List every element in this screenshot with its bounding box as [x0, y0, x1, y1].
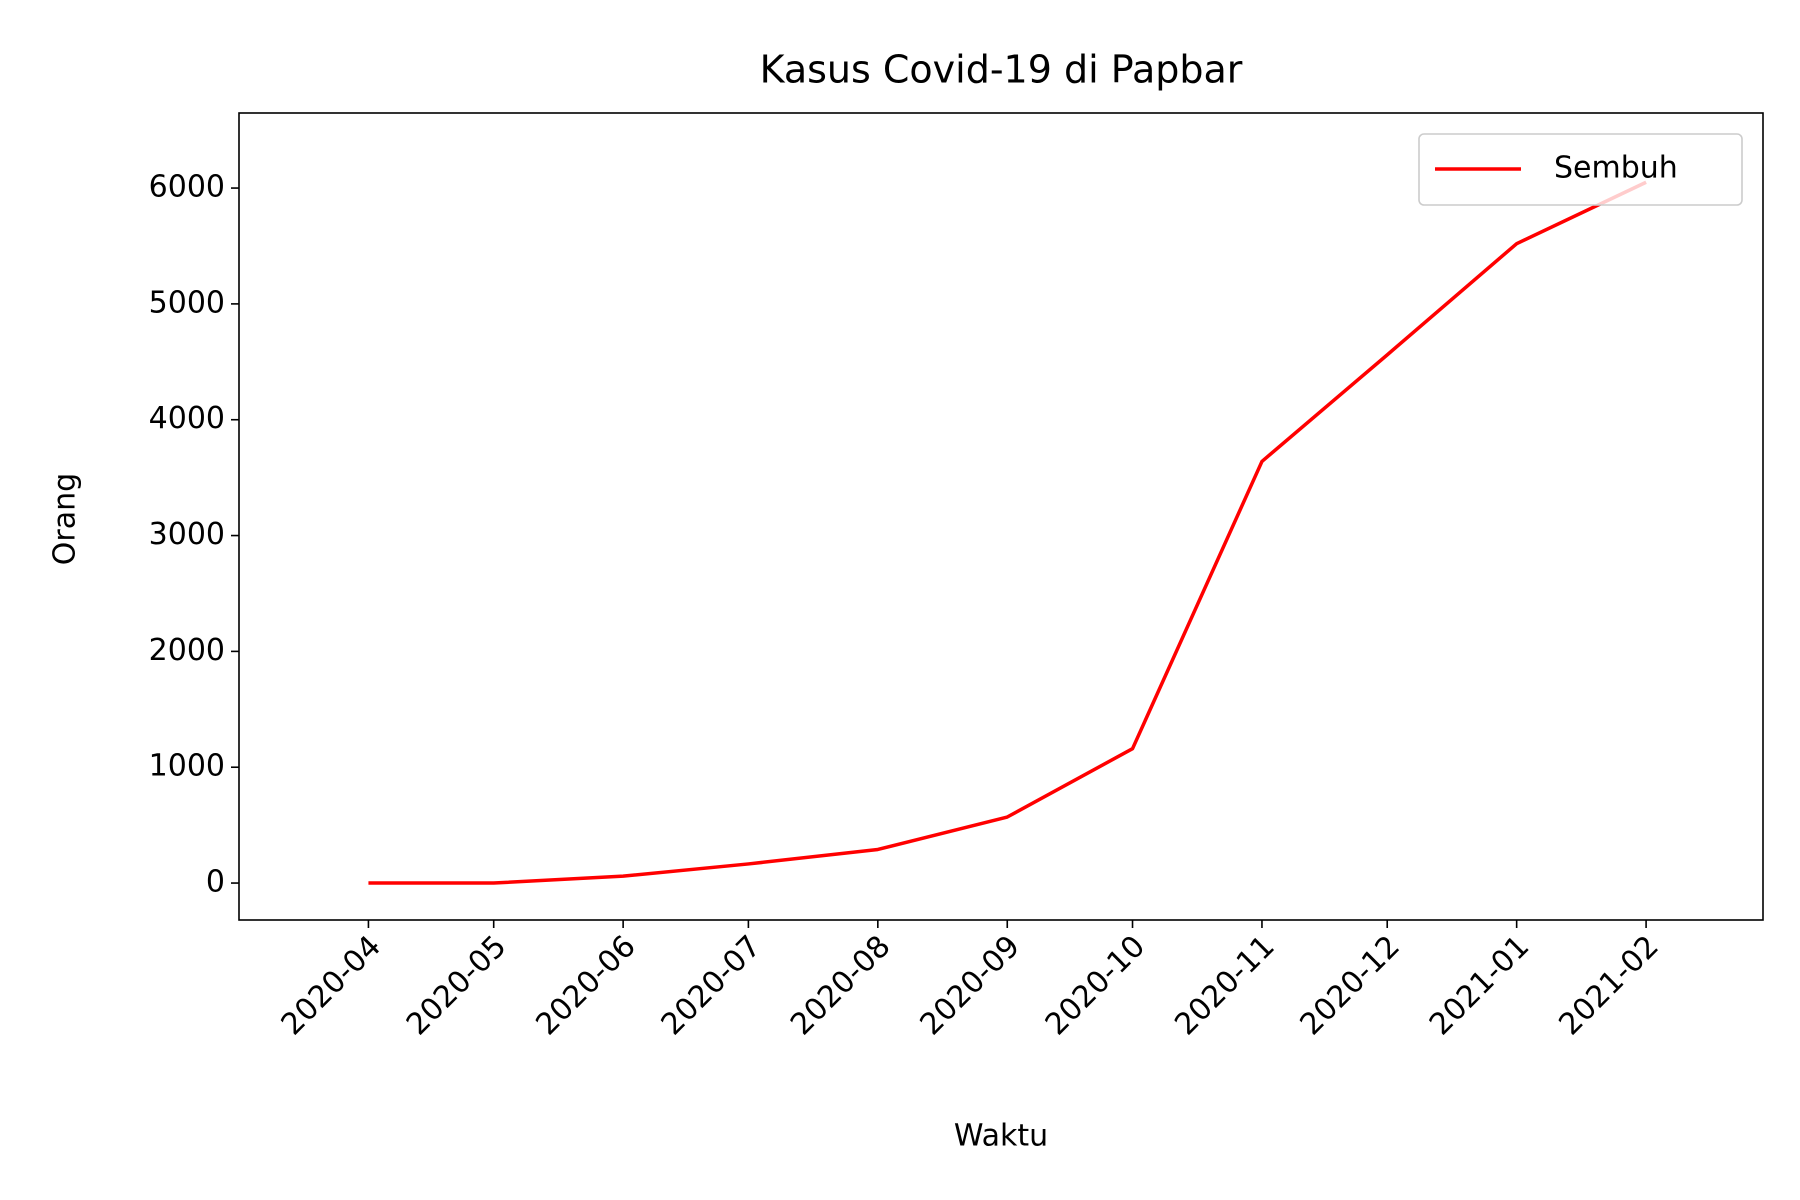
plot-area — [368, 180, 1647, 885]
y-tick-label: 4000 — [149, 401, 225, 436]
y-axis-label: Orang — [48, 473, 83, 565]
y-tick-label: 0 — [206, 865, 225, 900]
chart-title: Kasus Covid-19 di Papbar — [760, 48, 1243, 92]
y-tick-label: 6000 — [149, 170, 225, 205]
y-tick-label: 2000 — [149, 633, 225, 668]
data-line — [368, 180, 1647, 885]
x-axis-label: Waktu — [954, 1119, 1048, 1154]
axes-frame — [238, 112, 1764, 921]
y-tick-label: 3000 — [149, 517, 225, 552]
legend: Sembuh — [1418, 133, 1743, 206]
y-tick-label: 5000 — [149, 285, 225, 320]
y-tick-label: 1000 — [149, 749, 225, 784]
legend-box — [1418, 133, 1743, 206]
legend-label: Sembuh — [1554, 151, 1678, 186]
